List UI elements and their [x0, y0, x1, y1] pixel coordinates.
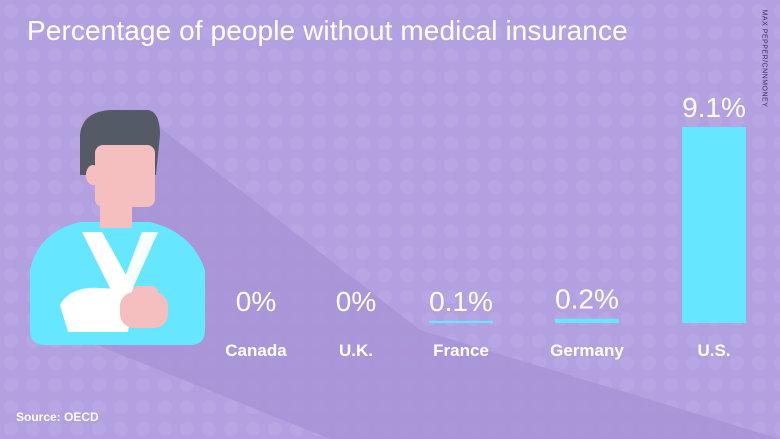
- value-label: 0%: [236, 286, 276, 317]
- category-label: U.S.: [697, 341, 730, 360]
- long-shadow: [60, 120, 780, 439]
- value-label: 0.2%: [555, 284, 619, 315]
- category-label: France: [433, 341, 489, 360]
- man-with-arm-sling-icon: [30, 110, 205, 345]
- sling-pouch: [60, 287, 135, 332]
- value-label: 0.1%: [429, 286, 493, 317]
- bar-france: [429, 320, 493, 323]
- category-label: Canada: [225, 341, 287, 360]
- source-note: Source: OECD: [16, 410, 99, 424]
- page-title: Percentage of people without medical ins…: [27, 15, 628, 46]
- hand: [120, 292, 168, 328]
- ear-left: [86, 165, 100, 185]
- sling-strap-back: [120, 232, 158, 290]
- face: [95, 145, 155, 207]
- value-label: 0%: [336, 286, 376, 317]
- category-label: Germany: [550, 341, 624, 360]
- bar-germany: [555, 318, 619, 323]
- value-label: 9.1%: [682, 92, 746, 123]
- bar-us: [682, 127, 746, 323]
- thumb: [132, 286, 158, 298]
- category-label: U.K.: [339, 341, 373, 360]
